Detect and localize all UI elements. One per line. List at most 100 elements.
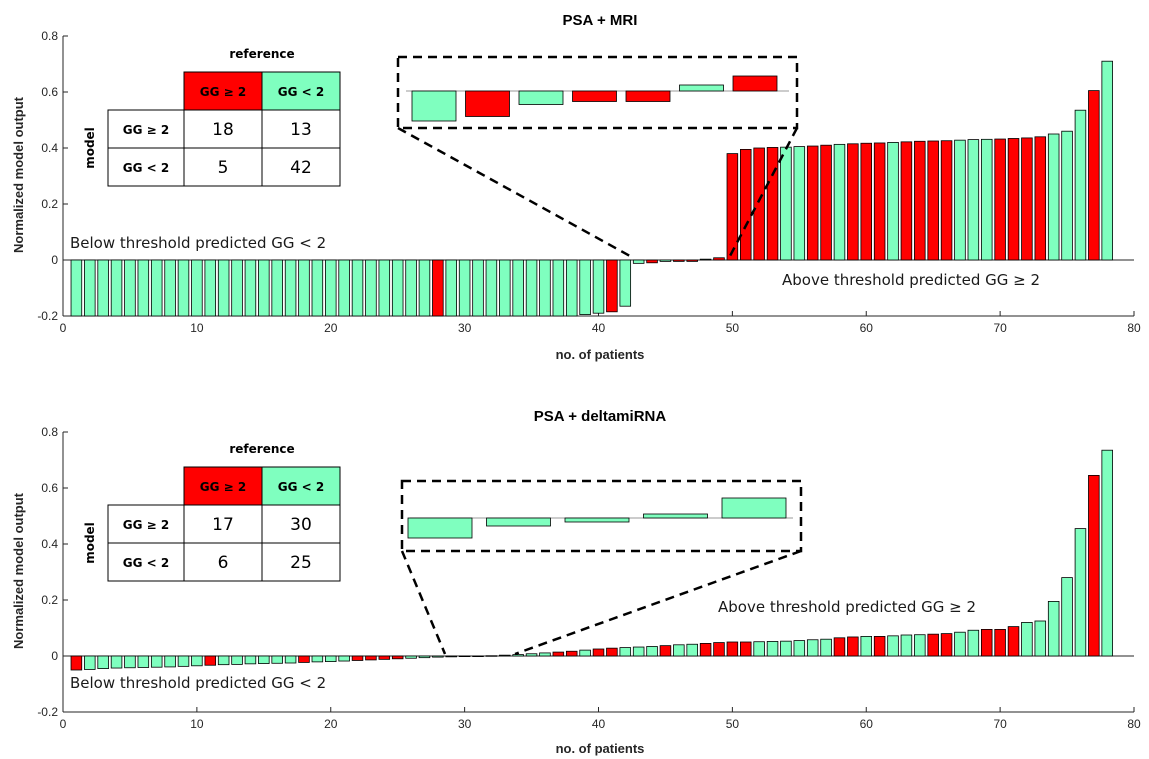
cm-row-label: GG < 2 [123,161,169,175]
cm-column-label: GG < 2 [278,85,324,99]
cm-column-label: GG < 2 [278,480,324,494]
y-axis-label: Normalized model output [11,96,26,253]
y-tick-label: 0.4 [41,141,58,155]
bar [164,655,176,668]
bar [231,259,243,317]
bar [967,629,980,657]
bar [432,259,444,317]
bar [1021,137,1033,261]
bar [258,655,270,664]
inset-bar [564,517,630,523]
bar [753,147,765,261]
bar [150,655,163,668]
cm-value: 17 [212,515,234,535]
bar [124,259,136,317]
bar [940,633,953,657]
y-tick-label: 0 [51,649,58,663]
bar [686,643,698,657]
inset-bar [465,90,510,117]
bar [1088,474,1100,657]
bar [97,259,109,317]
bar [217,259,230,317]
cm-row-header-cell [107,109,185,149]
bar [378,259,391,317]
bar [1034,136,1047,261]
x-axis-label: no. of patients [556,741,645,756]
bar [324,655,337,662]
bar [445,259,457,317]
cm-model-label: model [83,522,97,564]
bar [84,259,96,317]
x-tick-label: 80 [1127,321,1141,335]
bar [70,655,83,671]
bar [659,259,672,262]
cm-value-cell [183,542,263,582]
cm-row-header-cell [107,147,185,187]
bar [766,147,779,261]
bar [740,641,752,657]
bar [806,639,819,657]
bar [525,653,538,657]
bar [391,259,404,317]
bar [619,259,632,307]
chart-panel-psa-mri: PSA + MRI no. of patients Normalized mod… [11,12,1141,362]
bar [833,143,846,261]
confusion-matrix: reference model GG ≥ 2 GG < 2 GG ≥ 2 17 30 GG <… [83,442,341,582]
cm-value-cell [261,147,341,187]
y-tick-label: 0.2 [41,593,58,607]
x-tick-label: 0 [60,321,67,335]
y-tick-label: 0.6 [41,85,58,99]
x-tick-label: 40 [592,321,606,335]
x-tick-label: 20 [324,321,338,335]
inset-frame [396,55,799,130]
bar [579,259,591,315]
cm-header-cell [261,466,341,506]
bar [204,655,217,666]
bar [994,629,1006,657]
x-tick-label: 10 [190,321,204,335]
bar [150,259,163,317]
inset-bar [643,513,708,519]
cm-value: 30 [290,515,312,535]
x-tick-label: 70 [993,717,1007,731]
cm-value: 6 [218,553,229,573]
bar [231,655,243,665]
bar [793,146,806,261]
x-tick-label: 20 [324,717,338,731]
bar [258,259,270,317]
cm-value-cell [183,109,263,149]
bar [512,259,524,317]
bar [579,649,591,657]
x-tick-label: 70 [993,321,1007,335]
bar [418,655,431,659]
zoom-connector-left [397,126,631,258]
y-tick-label: 0.8 [41,29,58,43]
bar [70,259,83,317]
cm-header-cell [183,71,263,111]
bar [298,259,310,317]
bar [753,641,765,657]
bar [713,257,725,261]
bar [405,259,417,317]
bar [445,655,457,658]
bar [1074,109,1087,261]
bar [927,633,939,657]
bar [552,259,565,317]
bar [793,640,806,657]
x-tick-label: 30 [458,717,472,731]
y-tick-label: 0.6 [41,481,58,495]
y-tick-label: 0.2 [41,197,58,211]
bar [525,259,538,317]
x-tick-label: 60 [860,321,874,335]
x-tick-label: 80 [1127,717,1141,731]
bar [632,259,645,264]
bar-series [70,449,1113,671]
bar [499,259,511,317]
bar [284,259,297,317]
cm-header-cell [183,466,263,506]
bar [418,259,431,317]
annotation-above-threshold: Above threshold predicted GG ≥ 2 [718,598,976,616]
bar [244,655,257,665]
